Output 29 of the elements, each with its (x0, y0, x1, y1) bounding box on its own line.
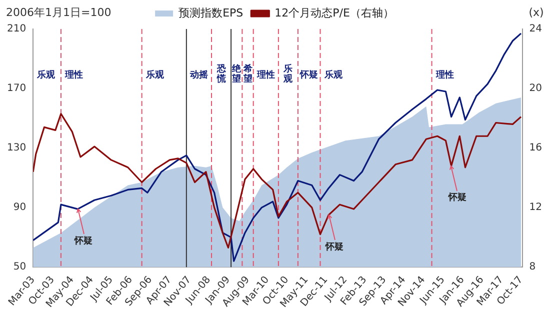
annotation: 怀疑 (447, 192, 466, 204)
annotation: 乐观 (36, 69, 56, 80)
y2-tick-label: 24 (529, 24, 542, 35)
y2-axis-title: (x) (528, 6, 544, 19)
y2-tick-label: 12 (529, 202, 542, 214)
ref-line-label: 希望 (242, 63, 252, 84)
ref-line-label: 恐慌 (216, 63, 227, 84)
ref-line-label: 乐观 (144, 69, 165, 80)
y-axis-title: 2006年1月1日=100 (6, 6, 112, 19)
legend-label: 12个月动态P/E（右轴） (274, 6, 394, 20)
ref-line-label: 乐观 (282, 63, 294, 84)
ref-line-label: 动摇 (188, 69, 208, 80)
y-tick-label: 90 (13, 202, 26, 214)
annotation: 怀疑 (324, 241, 344, 252)
ref-line-label: 绝望 (231, 63, 242, 84)
y2-tick-label: 20 (529, 83, 542, 94)
legend-label: 预测指数EPS (178, 6, 244, 20)
y-tick-label: 50 (13, 262, 26, 273)
y-tick-label: 130 (6, 142, 26, 154)
ref-line-label: 怀疑 (299, 69, 318, 80)
ref-line-label: 理性 (434, 69, 454, 80)
annotation: 怀疑 (74, 235, 93, 246)
y2-tick-label: 16 (529, 142, 542, 154)
y-tick-label: 170 (6, 83, 26, 94)
ref-line-label: 理性 (64, 69, 83, 80)
ref-line-label: 乐观 (323, 69, 344, 80)
ref-line-label: 理性 (256, 69, 275, 80)
y2-tick-label: 8 (529, 262, 536, 273)
y-tick-label: 210 (6, 24, 26, 35)
